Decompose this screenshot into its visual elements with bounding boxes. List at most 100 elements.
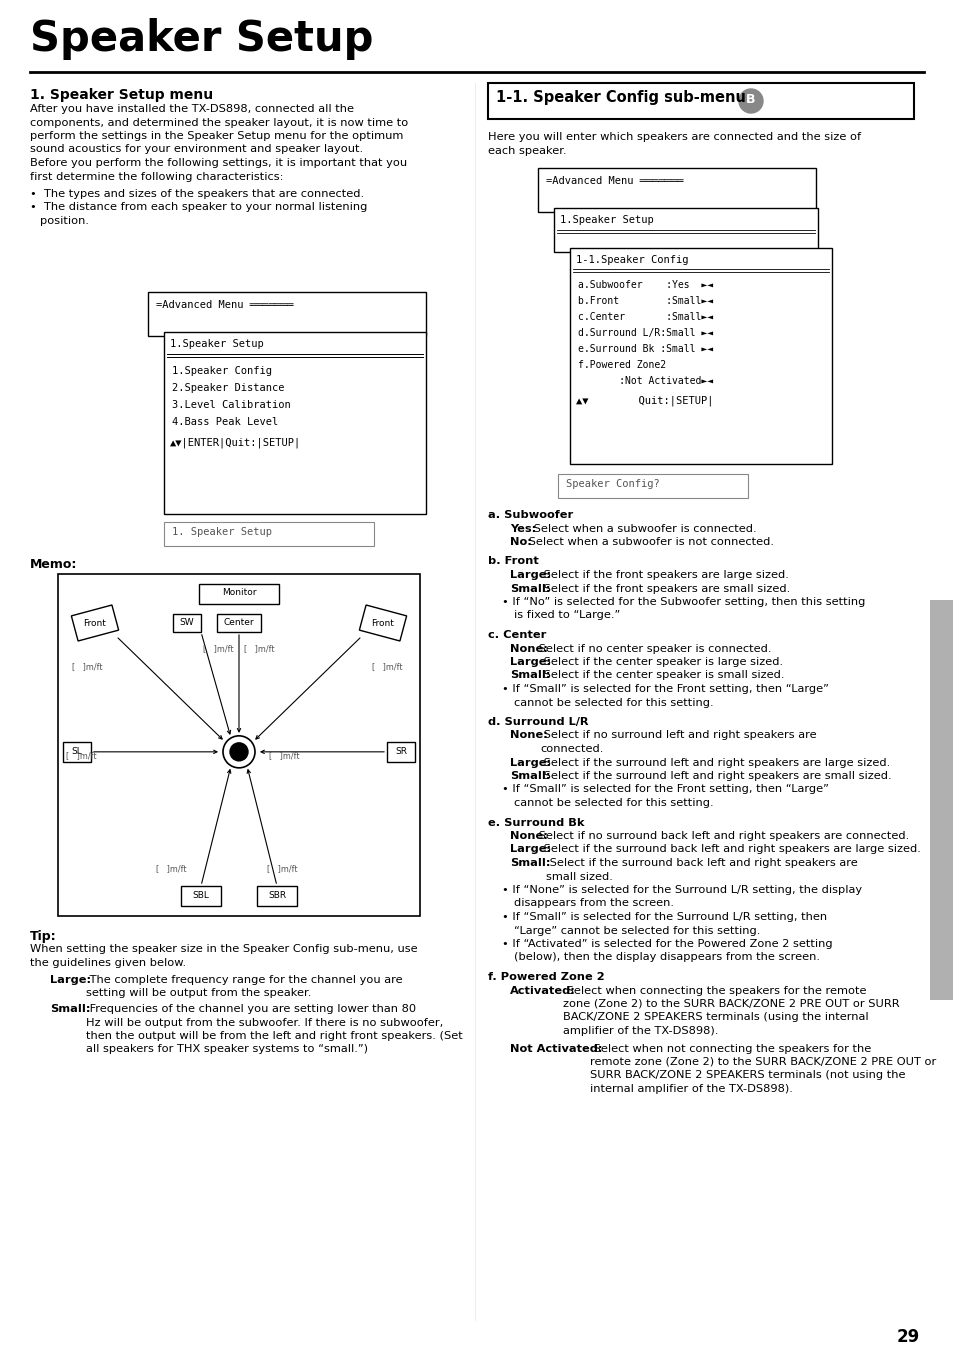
Text: 1.Speaker Setup: 1.Speaker Setup — [170, 339, 263, 349]
Bar — [387, 742, 415, 762]
Text: Select when not connecting the speakers for the: Select when not connecting the speakers … — [589, 1043, 870, 1054]
Text: internal amplifier of the TX-DS898).: internal amplifier of the TX-DS898). — [589, 1084, 792, 1094]
Text: [   ]m/ft: [ ]m/ft — [156, 865, 186, 873]
Text: Select if the center speaker is small sized.: Select if the center speaker is small si… — [539, 670, 783, 681]
Text: SURR BACK/ZONE 2 SPEAKERS terminals (not using the: SURR BACK/ZONE 2 SPEAKERS terminals (not… — [589, 1070, 904, 1081]
Text: 3.Level Calibration: 3.Level Calibration — [172, 400, 291, 409]
Text: Select if no surround back left and right speakers are connected.: Select if no surround back left and righ… — [535, 831, 908, 842]
Text: connected.: connected. — [539, 744, 602, 754]
Text: Select when connecting the speakers for the remote: Select when connecting the speakers for … — [562, 985, 865, 996]
Text: e. Surround Bk: e. Surround Bk — [488, 817, 584, 828]
Text: • If “No” is selected for the Subwoofer setting, then this setting: • If “No” is selected for the Subwoofer … — [501, 597, 864, 607]
Text: components, and determined the speaker layout, it is now time to: components, and determined the speaker l… — [30, 118, 408, 127]
Text: The complete frequency range for the channel you are: The complete frequency range for the cha… — [86, 975, 402, 985]
Text: Front: Front — [84, 619, 107, 628]
Text: cannot be selected for this setting.: cannot be selected for this setting. — [514, 697, 713, 708]
Text: SW: SW — [179, 617, 194, 627]
Text: After you have installed the TX-DS898, connected all the: After you have installed the TX-DS898, c… — [30, 104, 354, 113]
Text: [   ]m/ft: [ ]m/ft — [372, 662, 402, 671]
Bar — [148, 292, 426, 336]
Text: Select if the surround back left and right speakers are large sized.: Select if the surround back left and rig… — [539, 844, 920, 854]
Text: Select if the front speakers are large sized.: Select if the front speakers are large s… — [539, 570, 788, 580]
Text: SR: SR — [395, 747, 407, 755]
Text: c.Center       :Small►◄: c.Center :Small►◄ — [578, 312, 713, 322]
Text: e.Surround Bk :Small ►◄: e.Surround Bk :Small ►◄ — [578, 345, 713, 354]
Text: [   ]m/ft: [ ]m/ft — [66, 751, 96, 759]
Bar — [199, 584, 278, 604]
Text: Frequencies of the channel you are setting lower than 80: Frequencies of the channel you are setti… — [86, 1004, 416, 1015]
Text: Small:: Small: — [510, 670, 550, 681]
Text: b. Front: b. Front — [488, 557, 538, 566]
Text: Select if the front speakers are small sized.: Select if the front speakers are small s… — [539, 584, 789, 593]
Text: (below), then the display disappears from the screen.: (below), then the display disappears fro… — [514, 952, 820, 962]
Text: SBL: SBL — [193, 892, 210, 900]
Text: remote zone (Zone 2) to the SURR BACK/ZONE 2 PRE OUT or: remote zone (Zone 2) to the SURR BACK/ZO… — [589, 1056, 935, 1067]
Text: • If “None” is selected for the Surround L/R setting, the display: • If “None” is selected for the Surround… — [501, 885, 862, 894]
Bar — [172, 613, 201, 632]
Text: Select if no center speaker is connected.: Select if no center speaker is connected… — [535, 643, 771, 654]
Text: Not Activated:: Not Activated: — [510, 1043, 602, 1054]
Text: first determine the following characteristics:: first determine the following characteri… — [30, 172, 283, 181]
Text: • If “Small” is selected for the Front setting, then “Large”: • If “Small” is selected for the Front s… — [501, 785, 828, 794]
Text: the guidelines given below.: the guidelines given below. — [30, 958, 186, 967]
Text: Hz will be output from the subwoofer. If there is no subwoofer,: Hz will be output from the subwoofer. If… — [86, 1017, 443, 1028]
Text: Large:: Large: — [510, 844, 551, 854]
Text: 1-1. Speaker Config sub-menu: 1-1. Speaker Config sub-menu — [496, 91, 745, 105]
Bar — [537, 168, 815, 212]
Text: zone (Zone 2) to the SURR BACK/ZONE 2 PRE OUT or SURR: zone (Zone 2) to the SURR BACK/ZONE 2 PR… — [562, 998, 899, 1009]
Text: SL: SL — [71, 747, 82, 755]
Bar — [58, 574, 419, 916]
Text: =Advanced Menu ═══════: =Advanced Menu ═══════ — [156, 300, 294, 309]
Text: • If “Activated” is selected for the Powered Zone 2 setting: • If “Activated” is selected for the Pow… — [501, 939, 832, 948]
Bar — [181, 886, 221, 907]
Text: b.Front        :Small►◄: b.Front :Small►◄ — [578, 296, 713, 305]
Text: [   ]m/ft: [ ]m/ft — [203, 644, 233, 653]
Text: • If “Small” is selected for the Surround L/R setting, then: • If “Small” is selected for the Surroun… — [501, 912, 826, 921]
Text: sound acoustics for your environment and speaker layout.: sound acoustics for your environment and… — [30, 145, 363, 154]
Text: •  The types and sizes of the speakers that are connected.: • The types and sizes of the speakers th… — [30, 189, 364, 199]
Text: f.Powered Zone2: f.Powered Zone2 — [578, 359, 665, 370]
Text: ▲▼|ENTER|Quit:|SETUP|: ▲▼|ENTER|Quit:|SETUP| — [170, 438, 301, 449]
Text: Speaker Setup: Speaker Setup — [30, 18, 374, 59]
Text: None:: None: — [510, 643, 547, 654]
Text: a. Subwoofer: a. Subwoofer — [488, 509, 573, 520]
Text: Center: Center — [223, 617, 254, 627]
Text: 29: 29 — [896, 1328, 919, 1346]
Text: setting will be output from the speaker.: setting will be output from the speaker. — [86, 989, 311, 998]
Text: all speakers for THX speaker systems to “small.”): all speakers for THX speaker systems to … — [86, 1044, 368, 1055]
Bar — [558, 474, 747, 499]
Text: d. Surround L/R: d. Surround L/R — [488, 717, 588, 727]
Text: ▲▼        Quit:|SETUP|: ▲▼ Quit:|SETUP| — [576, 396, 713, 407]
Text: position.: position. — [40, 216, 89, 226]
Bar — [256, 886, 296, 907]
Text: 1.Speaker Setup: 1.Speaker Setup — [559, 215, 653, 226]
Text: Large:: Large: — [510, 758, 551, 767]
Text: When setting the speaker size in the Speaker Config sub-menu, use: When setting the speaker size in the Spe… — [30, 944, 417, 954]
Text: [   ]m/ft: [ ]m/ft — [267, 865, 297, 873]
Text: Small:: Small: — [510, 771, 550, 781]
Bar — [554, 208, 817, 253]
Text: Select when a subwoofer is connected.: Select when a subwoofer is connected. — [530, 523, 756, 534]
Bar — [569, 249, 831, 463]
Text: Memo:: Memo: — [30, 558, 77, 571]
Bar — [63, 742, 91, 762]
Bar — [929, 600, 953, 1000]
Text: [   ]m/ft: [ ]m/ft — [244, 644, 274, 653]
Text: Here you will enter which speakers are connected and the size of: Here you will enter which speakers are c… — [488, 132, 861, 142]
Text: [   ]m/ft: [ ]m/ft — [269, 751, 299, 759]
Text: then the output will be from the left and right front speakers. (Set: then the output will be from the left an… — [86, 1031, 462, 1042]
Text: Select when a subwoofer is not connected.: Select when a subwoofer is not connected… — [524, 536, 773, 547]
Text: Speaker Config?: Speaker Config? — [565, 480, 659, 489]
Text: Select if the surround left and right speakers are large sized.: Select if the surround left and right sp… — [539, 758, 889, 767]
Text: 1. Speaker Setup menu: 1. Speaker Setup menu — [30, 88, 213, 101]
Text: :Not Activated►◄: :Not Activated►◄ — [578, 376, 713, 386]
Text: Small:: Small: — [510, 584, 550, 593]
Text: Before you perform the following settings, it is important that you: Before you perform the following setting… — [30, 158, 407, 168]
Text: a.Subwoofer    :Yes  ►◄: a.Subwoofer :Yes ►◄ — [578, 280, 713, 290]
Text: Small:: Small: — [50, 1004, 91, 1015]
Text: 1. Speaker Setup: 1. Speaker Setup — [172, 527, 272, 536]
Text: small sized.: small sized. — [545, 871, 612, 881]
Text: is fixed to “Large.”: is fixed to “Large.” — [514, 611, 619, 620]
Text: cannot be selected for this setting.: cannot be selected for this setting. — [514, 798, 713, 808]
Circle shape — [230, 743, 248, 761]
